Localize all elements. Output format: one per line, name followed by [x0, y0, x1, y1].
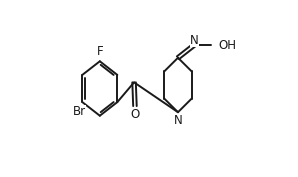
Text: Br: Br [73, 105, 86, 118]
Text: O: O [130, 108, 139, 121]
Text: N: N [190, 34, 198, 47]
Text: F: F [97, 45, 103, 58]
Text: N: N [174, 114, 182, 127]
Text: OH: OH [219, 39, 237, 52]
